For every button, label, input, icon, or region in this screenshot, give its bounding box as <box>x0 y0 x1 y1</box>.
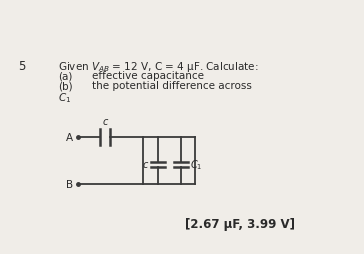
Text: (a): (a) <box>58 71 72 81</box>
Text: effective capacitance: effective capacitance <box>92 71 204 81</box>
Text: 5: 5 <box>18 60 25 73</box>
Text: $C_1$: $C_1$ <box>190 158 202 172</box>
Text: c: c <box>102 117 108 126</box>
Text: (b): (b) <box>58 81 73 91</box>
Text: $C_1$: $C_1$ <box>58 91 71 104</box>
Text: [2.67 μF, 3.99 V]: [2.67 μF, 3.99 V] <box>185 217 295 230</box>
Text: B: B <box>66 179 73 189</box>
Text: A: A <box>66 133 73 142</box>
Text: the potential difference across: the potential difference across <box>92 81 252 91</box>
Text: Given $V_{AB}$ = 12 V, C = 4 μF. Calculate:: Given $V_{AB}$ = 12 V, C = 4 μF. Calcula… <box>58 60 258 74</box>
Text: c: c <box>143 160 148 170</box>
